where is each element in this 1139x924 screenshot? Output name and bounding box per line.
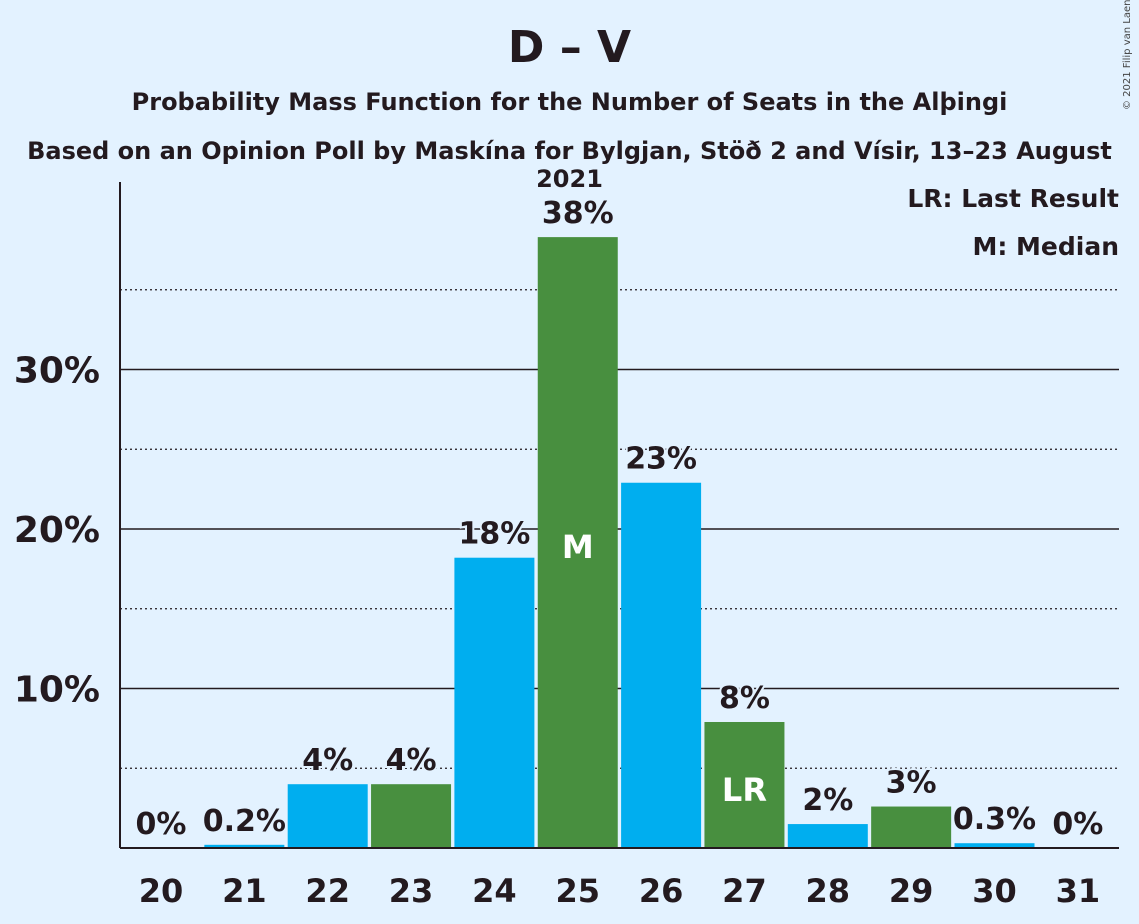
x-tick-label: 23 xyxy=(389,872,434,910)
bar xyxy=(704,721,785,848)
bar-value-label: 4% xyxy=(302,743,353,778)
chart-source-line: Based on an Opinion Poll by Maskína for … xyxy=(27,137,1112,193)
bar-value-label: 3% xyxy=(886,766,937,801)
x-tick-label: 28 xyxy=(806,872,851,910)
bar xyxy=(537,237,618,849)
bar-value-label: 2% xyxy=(802,783,853,818)
y-tick-label: 20% xyxy=(14,510,100,551)
bar xyxy=(621,482,702,848)
bar xyxy=(787,824,868,848)
bar-value-label: 0.3% xyxy=(953,802,1036,837)
x-tick-label: 30 xyxy=(972,872,1017,910)
bar-value-label: 0% xyxy=(1052,807,1103,842)
x-tick-label: 21 xyxy=(222,872,267,910)
x-tick-label: 29 xyxy=(889,872,934,910)
chart-subtitle: Probability Mass Function for the Number… xyxy=(131,88,1008,116)
legend-median: M: Median xyxy=(972,232,1119,261)
legend-last-result: LR: Last Result xyxy=(907,184,1119,213)
bar-value-label: 0% xyxy=(136,807,187,842)
bar-value-label: 0.2% xyxy=(203,804,286,839)
median-marker: M xyxy=(562,528,594,566)
x-tick-label: 31 xyxy=(1056,872,1101,910)
bar xyxy=(204,844,285,848)
bar-value-label: 4% xyxy=(386,743,437,778)
bar xyxy=(287,784,368,848)
bar xyxy=(454,557,535,848)
bar-value-label: 18% xyxy=(458,517,530,552)
x-tick-label: 27 xyxy=(722,872,767,910)
bar xyxy=(871,806,952,848)
y-tick-label: 10% xyxy=(14,670,100,711)
x-tick-label: 25 xyxy=(555,872,600,910)
bar xyxy=(954,843,1035,848)
x-tick-label: 26 xyxy=(639,872,684,910)
x-tick-label: 24 xyxy=(472,872,517,910)
chart-title: D – V xyxy=(507,22,632,73)
last-result-marker: LR xyxy=(722,771,767,809)
y-tick-label: 30% xyxy=(14,351,100,392)
bar-value-label: 8% xyxy=(719,681,770,716)
bar-value-label: 38% xyxy=(542,196,614,231)
x-tick-label: 20 xyxy=(139,872,184,910)
x-tick-label: 22 xyxy=(305,872,350,910)
bar-value-label: 23% xyxy=(625,442,697,477)
bar xyxy=(371,784,452,848)
